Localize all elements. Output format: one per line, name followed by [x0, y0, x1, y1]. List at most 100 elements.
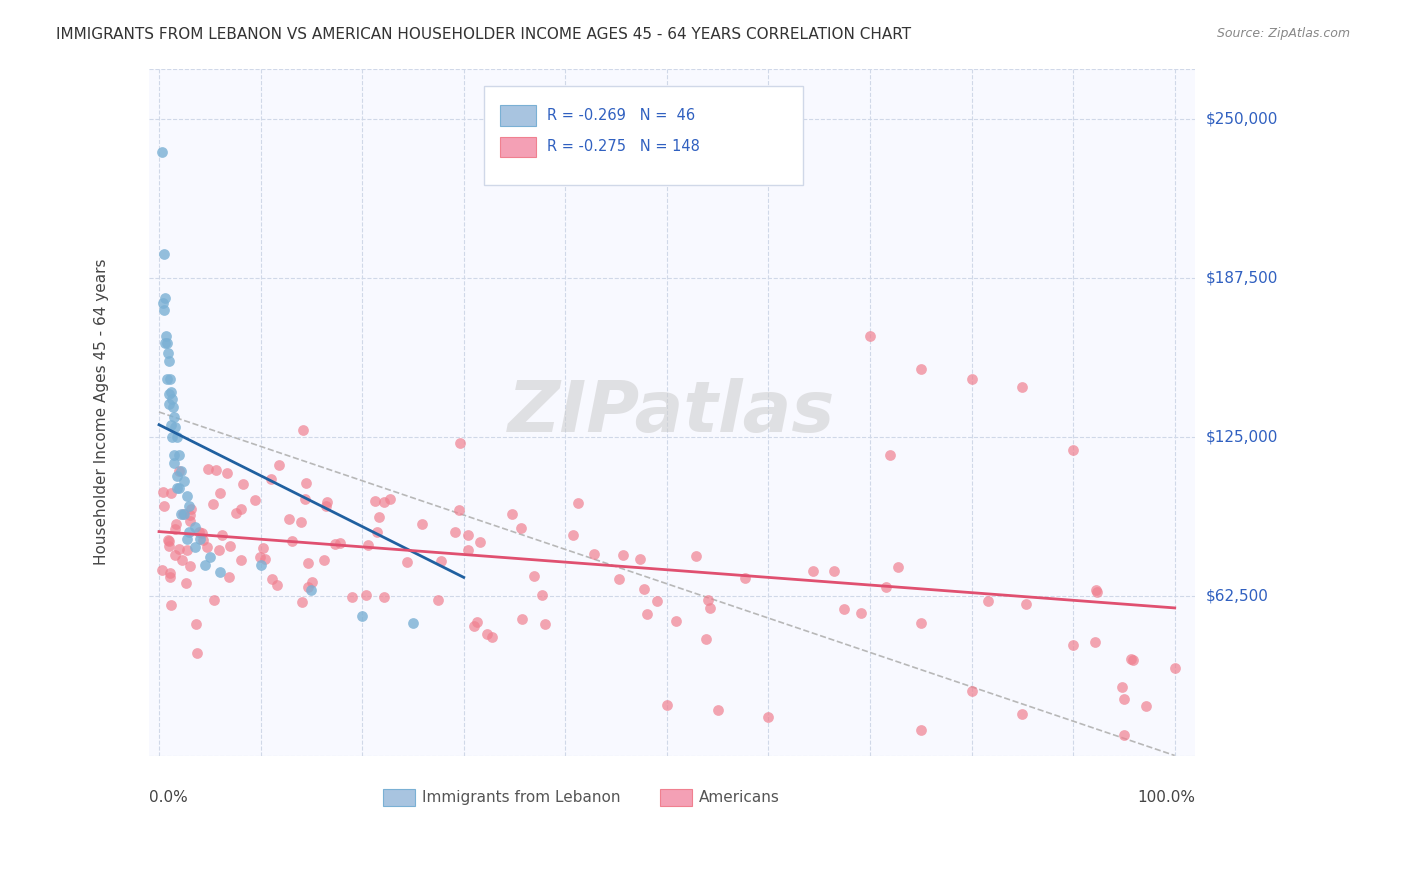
Point	[229, 553, 252, 567]
Point	[301, 575, 323, 590]
Point	[363, 493, 385, 508]
Point	[249, 558, 271, 572]
Point	[402, 616, 425, 631]
Point	[179, 559, 201, 574]
Point	[734, 571, 756, 585]
Point	[165, 517, 187, 532]
Point	[208, 566, 231, 580]
Point	[249, 550, 271, 565]
Point	[170, 464, 193, 478]
Point	[1015, 598, 1038, 612]
Point	[567, 496, 589, 510]
Point	[166, 430, 188, 444]
Point	[373, 591, 395, 605]
Point	[167, 541, 190, 556]
Point	[1119, 652, 1142, 666]
Point	[612, 548, 634, 562]
Point	[174, 575, 197, 590]
Point	[910, 361, 932, 376]
Point	[481, 630, 503, 644]
Point	[357, 538, 380, 552]
Point	[232, 476, 254, 491]
Point	[444, 524, 467, 539]
Point	[157, 354, 180, 368]
Point	[172, 508, 194, 522]
Point	[179, 514, 201, 528]
Point	[1085, 582, 1108, 597]
Text: IMMIGRANTS FROM LEBANON VS AMERICAN HOUSEHOLDER INCOME AGES 45 - 64 YEARS CORREL: IMMIGRANTS FROM LEBANON VS AMERICAN HOUS…	[56, 27, 911, 42]
Point	[172, 553, 194, 567]
Point	[636, 607, 658, 622]
Point	[150, 145, 173, 160]
Point	[197, 462, 219, 476]
Point	[160, 384, 183, 399]
Point	[173, 507, 195, 521]
Text: $62,500: $62,500	[1206, 589, 1270, 604]
Point	[290, 515, 312, 529]
Point	[1062, 443, 1084, 458]
Point	[315, 500, 337, 514]
Point	[166, 468, 188, 483]
Point	[523, 569, 546, 583]
Point	[281, 534, 304, 549]
Point	[411, 516, 433, 531]
Point	[153, 336, 176, 351]
Point	[1111, 680, 1133, 694]
FancyBboxPatch shape	[501, 136, 536, 157]
Point	[197, 540, 219, 554]
Point	[457, 542, 479, 557]
Point	[218, 569, 240, 583]
Point	[294, 491, 316, 506]
Point	[166, 481, 188, 495]
Point	[163, 410, 186, 425]
Text: Householder Income Ages 45 - 64 years: Householder Income Ages 45 - 64 years	[94, 259, 110, 566]
Point	[259, 472, 281, 486]
Point	[179, 508, 201, 522]
Point	[156, 372, 179, 386]
Point	[180, 502, 202, 516]
Point	[190, 526, 212, 541]
Text: $187,500: $187,500	[1206, 271, 1278, 286]
Point	[169, 464, 191, 478]
Point	[665, 614, 688, 628]
Point	[157, 346, 180, 360]
Point	[152, 484, 174, 499]
Point	[152, 295, 174, 310]
Point	[211, 528, 233, 542]
Point	[165, 420, 187, 434]
Point	[163, 448, 186, 462]
Point	[685, 549, 707, 563]
Point	[198, 549, 221, 564]
Point	[269, 458, 291, 472]
Text: R = -0.275   N = 148: R = -0.275 N = 148	[547, 138, 700, 153]
Text: 100.0%: 100.0%	[1137, 789, 1195, 805]
Point	[243, 492, 266, 507]
Point	[1121, 653, 1143, 667]
Point	[155, 328, 177, 343]
Text: Immigrants from Lebanon: Immigrants from Lebanon	[422, 790, 620, 805]
Point	[512, 612, 534, 626]
Point	[299, 583, 322, 598]
Point	[1164, 661, 1187, 675]
Point	[879, 448, 901, 462]
Point	[329, 536, 352, 550]
Point	[463, 618, 485, 632]
Point	[655, 698, 678, 712]
Point	[427, 593, 450, 607]
Point	[153, 247, 176, 261]
Point	[225, 506, 247, 520]
Point	[510, 521, 533, 535]
Point	[583, 547, 606, 561]
Point	[165, 522, 187, 536]
Point	[231, 502, 253, 516]
Point	[910, 616, 932, 631]
Text: ZIPatlas: ZIPatlas	[508, 377, 835, 447]
FancyBboxPatch shape	[484, 86, 803, 186]
Point	[169, 481, 191, 495]
Point	[696, 593, 718, 607]
Point	[706, 703, 728, 717]
Point	[366, 524, 388, 539]
Point	[501, 508, 523, 522]
Point	[194, 558, 217, 572]
Point	[188, 533, 211, 547]
